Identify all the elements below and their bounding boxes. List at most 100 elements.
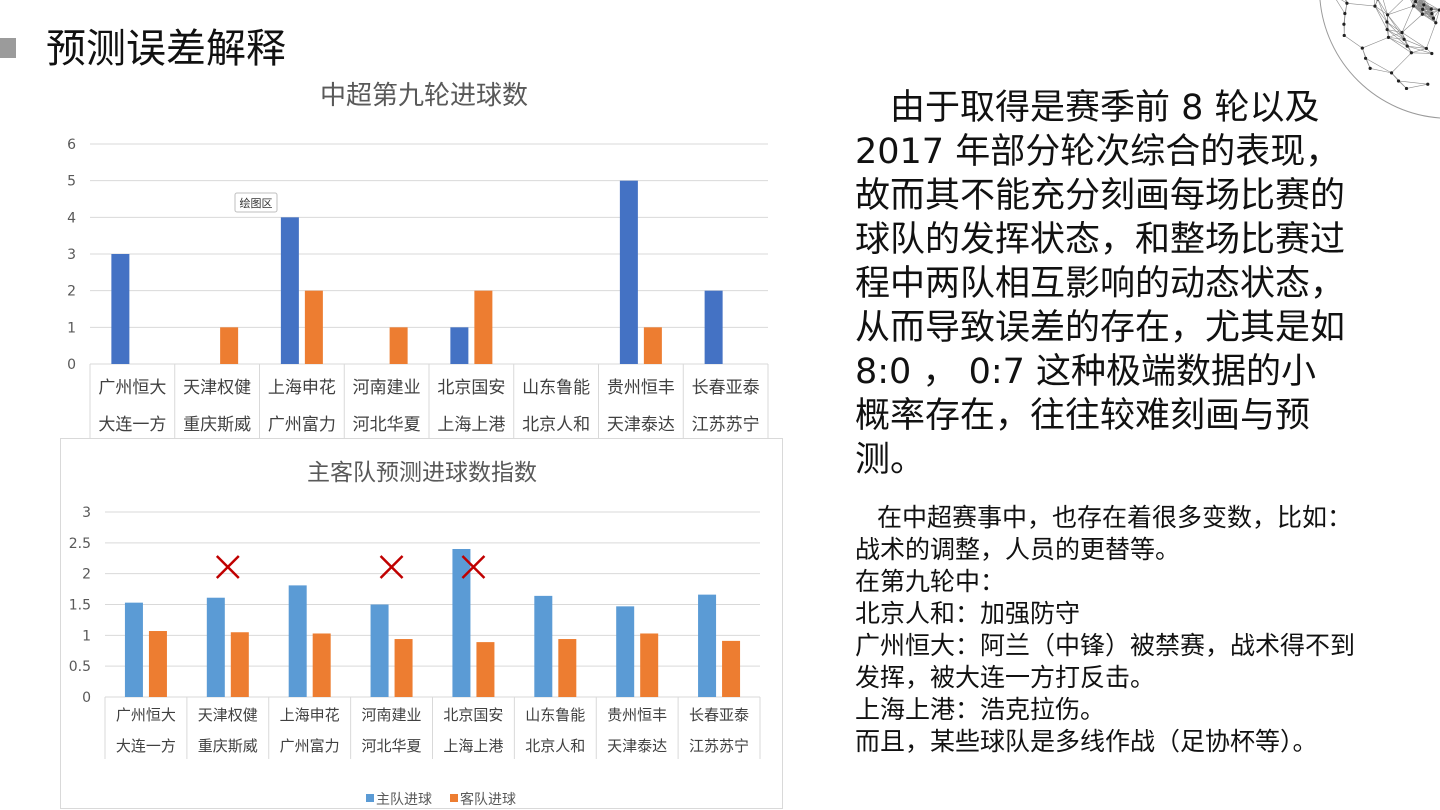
globe-mesh-line (1388, 37, 1405, 40)
globe-node (1421, 7, 1425, 12)
globe-outline (1319, 0, 1440, 119)
category-label: 天津泰达 (607, 415, 675, 435)
bar (148, 631, 167, 697)
globe-mesh-line (1344, 0, 1348, 4)
globe-node (1396, 79, 1401, 83)
globe-node (1404, 86, 1409, 91)
category-label: 长春亚泰 (692, 378, 760, 398)
y-tick-label: 5 (67, 174, 76, 190)
globe-mesh-line (1346, 2, 1375, 7)
y-tick-label: 1 (67, 320, 76, 336)
globe-mesh-line (1415, 0, 1424, 6)
bar (698, 594, 717, 697)
globe-node (1426, 82, 1430, 86)
globe-node (1368, 66, 1372, 70)
globe-mesh-line (1386, 21, 1403, 33)
globe-mesh-line (1374, 5, 1388, 30)
globe-mesh-line (1377, 0, 1388, 15)
category-label: 上海上港 (443, 737, 503, 755)
category-label: 贵州恒丰 (607, 378, 675, 398)
bar (220, 327, 239, 364)
globe-mesh-line (1426, 22, 1437, 49)
globe-mesh-line (1377, 0, 1388, 23)
globe-mesh-line (1410, 0, 1414, 7)
globe-node (1400, 30, 1404, 35)
globe-mesh-line (1398, 80, 1428, 85)
globe-mesh-line (1365, 58, 1392, 74)
note-line: 上海上港：浩克拉伤。 (855, 695, 1106, 724)
globe-mesh-line (1413, 0, 1416, 2)
globe-node (1422, 3, 1426, 7)
chart-title: 主客队预测进球数指数 (307, 460, 537, 486)
category-label: 河北华夏 (362, 737, 422, 755)
globe-mesh-line (1413, 0, 1415, 7)
bar (476, 642, 495, 697)
legend-swatch (450, 794, 458, 802)
note-line: 而且，某些球队是多线作战（足协杯等）。 (855, 727, 1318, 756)
globe-node (1411, 4, 1416, 8)
globe-mesh-line (1341, 0, 1348, 4)
globe-node (1431, 16, 1436, 20)
bar (312, 633, 331, 697)
bar (370, 604, 389, 697)
globe-mesh-line (1433, 9, 1440, 19)
bar (474, 290, 493, 364)
globe-mesh-line (1374, 5, 1388, 23)
slide-title: 预测误差解释 (46, 26, 286, 72)
note-line: 广州恒大：阿兰（中锋）被禁赛，战术得不到发挥，被大连一方打反击。 (855, 631, 1356, 692)
globe-node (1345, 1, 1349, 5)
bar (704, 290, 723, 364)
y-tick-label: 1 (82, 628, 91, 644)
globe-node (1386, 35, 1391, 39)
category-label: 重庆斯威 (198, 737, 258, 755)
category-label: 长春亚泰 (689, 706, 749, 724)
chart-frame (60, 438, 783, 809)
category-label: 天津权健 (183, 378, 251, 398)
cross-mark-icon (215, 555, 240, 579)
globe-node (1430, 51, 1434, 56)
category-label: 北京国安 (437, 378, 505, 398)
legend-swatch (366, 794, 374, 802)
y-tick-label: 3 (82, 505, 91, 521)
globe-node (1342, 22, 1346, 26)
chart-title: 中超第九轮进球数 (320, 81, 528, 111)
globe-mesh-line (1401, 14, 1423, 33)
y-tick-label: 0 (82, 690, 91, 706)
globe-mesh-line (1386, 21, 1405, 40)
globe-mesh-line (1386, 29, 1408, 47)
bar (389, 327, 408, 364)
globe-node (1429, 7, 1433, 11)
globe-mesh-line (1413, 5, 1434, 19)
category-label: 天津权健 (198, 706, 258, 724)
globe-node (1385, 13, 1390, 17)
goals-bar-chart: 中超第九轮进球数 0 1 2 3 4 5 6 广州恒大大连一方天津权健重庆斯威上海申花广州富力河… (67, 81, 769, 438)
globe-mesh-line (1435, 9, 1440, 23)
globe-mesh-line (1388, 37, 1408, 47)
category-label: 上海申花 (280, 706, 340, 724)
globe-mesh-line (1411, 52, 1432, 54)
note-line: 北京人和：加强防守 (855, 599, 1081, 628)
category-label: 广州富力 (268, 415, 336, 435)
y-tick-label: 1.5 (69, 598, 91, 614)
globe-mesh-line (1387, 0, 1404, 16)
bar (643, 327, 662, 364)
globe-mesh-line (1365, 58, 1371, 69)
cross-mark-icon (379, 555, 404, 579)
bar (280, 217, 299, 364)
globe-mesh-line (1406, 83, 1428, 89)
globe-mesh-line (1413, 5, 1436, 23)
category-label: 贵州恒丰 (607, 706, 667, 724)
bar (111, 254, 130, 364)
globe-node (1342, 33, 1346, 38)
globe-node (1420, 12, 1424, 16)
notes-block: 在中超赛事中，也存在着很多变数，比如：战术的调整，人员的更替等。 在第九轮中： … (855, 502, 1415, 758)
category-label: 江苏苏宁 (692, 415, 760, 435)
category-label: 河北华夏 (353, 415, 421, 435)
globe-mesh-line (1362, 37, 1389, 49)
globe-mesh-line (1412, 0, 1414, 7)
globe-mesh-line (1398, 80, 1407, 89)
globe-node (1385, 27, 1389, 32)
globe-mesh-line (1422, 13, 1434, 19)
cross-mark-icon (461, 555, 486, 579)
